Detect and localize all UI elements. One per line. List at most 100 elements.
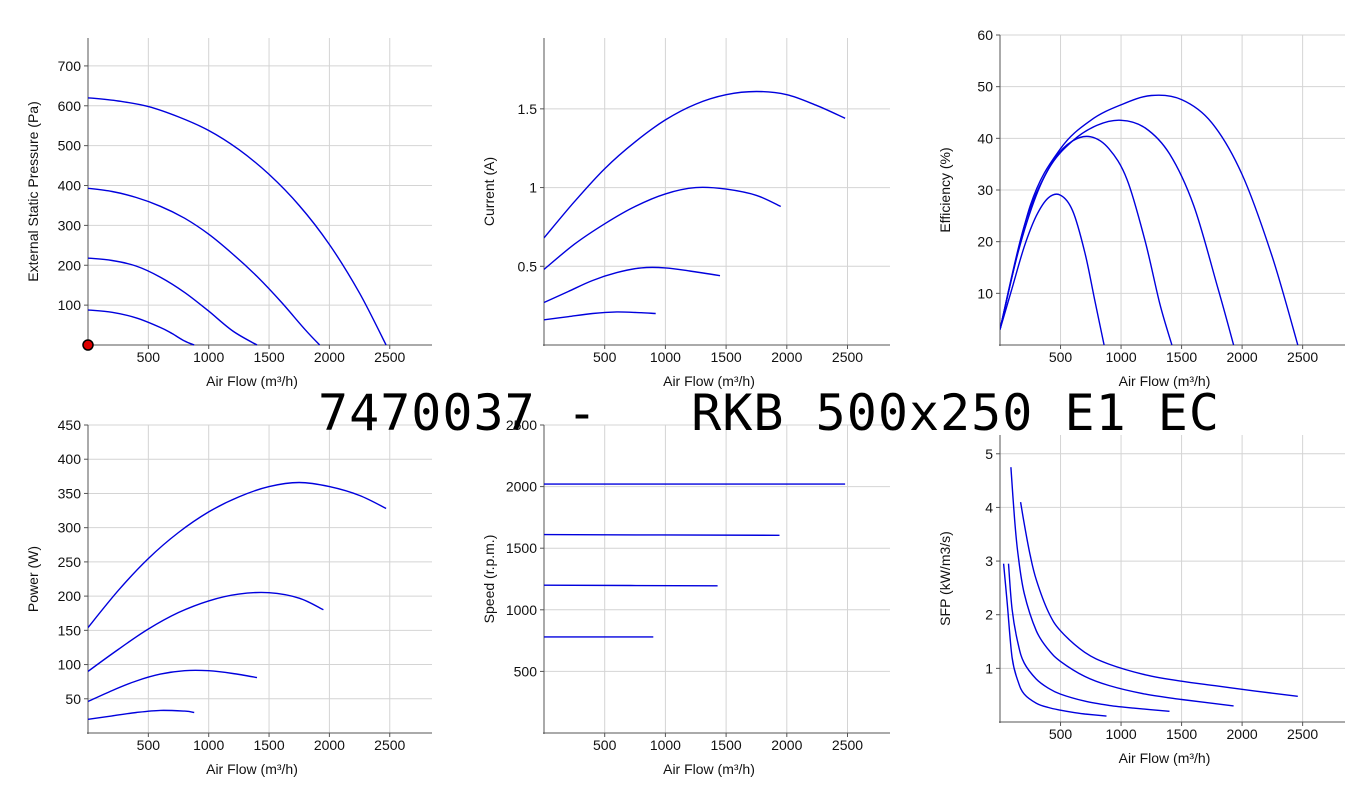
x-tick-label: 1000 — [193, 349, 224, 365]
chart-sfp: 500 1000 1500 2000 2500 1 2 3 4 5 Air Flow (m³/h) S… — [937, 435, 1345, 766]
y-axis-label: Power (W) — [25, 546, 41, 612]
y-tick-label: 150 — [58, 622, 82, 638]
x-tick-label: 1000 — [193, 737, 224, 753]
x-tick-label: 1500 — [253, 349, 284, 365]
series-line-1 — [88, 309, 195, 346]
series-line-3 — [88, 591, 324, 672]
x-tick-label: 500 — [593, 349, 617, 365]
y-axis-label: External Static Pressure (Pa) — [25, 101, 41, 282]
series-line-1 — [1002, 563, 1107, 717]
x-tick-label: 2000 — [1227, 726, 1258, 742]
x-tick-label: 1000 — [1105, 349, 1136, 365]
y-tick-label: 1000 — [506, 602, 537, 618]
x-tick-label: 2500 — [1287, 349, 1318, 365]
x-axis-label: Air Flow (m³/h) — [206, 373, 298, 389]
series-line-3 — [1010, 467, 1234, 707]
x-tick-label: 1500 — [253, 737, 284, 753]
y-tick-label: 50 — [977, 79, 993, 95]
x-tick-label: 500 — [137, 349, 161, 365]
product-title: 7470037 - RKB 500x250 E1 EC — [318, 384, 1220, 442]
y-axis-label: SFP (kW/m3/s) — [937, 531, 953, 626]
series-line-2 — [88, 257, 258, 346]
y-tick-label: 60 — [977, 27, 993, 43]
y-tick-label: 1 — [985, 660, 993, 676]
series-line-4 — [88, 97, 387, 346]
series-line-4 — [544, 90, 846, 239]
x-tick-label: 500 — [137, 737, 161, 753]
x-tick-label: 1500 — [711, 349, 742, 365]
y-tick-label: 100 — [58, 297, 82, 313]
y-axis-label: Speed (r.p.m.) — [481, 535, 497, 624]
y-tick-label: 300 — [58, 217, 82, 233]
y-tick-label: 40 — [977, 130, 993, 146]
x-tick-label: 2000 — [314, 737, 345, 753]
series-line-3 — [1000, 119, 1235, 346]
x-tick-label: 500 — [593, 737, 617, 753]
series-line-2 — [544, 266, 721, 304]
y-tick-label: 10 — [977, 285, 993, 301]
x-axis-label: Air Flow (m³/h) — [1119, 373, 1211, 389]
y-tick-label: 2 — [985, 607, 993, 623]
y-tick-label: 200 — [58, 257, 82, 273]
y-tick-label: 0.5 — [518, 258, 538, 274]
y-tick-label: 2500 — [506, 417, 537, 433]
y-tick-label: 1500 — [506, 540, 537, 556]
x-tick-label: 500 — [1049, 726, 1073, 742]
x-tick-label: 500 — [1049, 349, 1073, 365]
y-tick-label: 300 — [58, 520, 82, 536]
y-tick-label: 100 — [58, 657, 82, 673]
y-tick-label: 600 — [58, 98, 82, 114]
x-tick-label: 2500 — [832, 349, 863, 365]
x-tick-label: 1000 — [650, 349, 681, 365]
x-tick-label: 2000 — [1227, 349, 1258, 365]
chart-speed: 500 1000 1500 2000 2500 500 1000 1500 2000 2500 Ai… — [481, 417, 890, 777]
y-tick-label: 500 — [514, 663, 538, 679]
x-tick-label: 1000 — [1105, 726, 1136, 742]
x-axis-label: Air Flow (m³/h) — [663, 373, 755, 389]
series-line-1 — [88, 709, 195, 720]
series-line-3 — [544, 533, 780, 536]
y-tick-label: 1 — [529, 180, 537, 196]
y-tick-label: 200 — [58, 588, 82, 604]
series-line-2 — [1007, 563, 1170, 712]
chart-current: 500 1000 1500 2000 2500 0.5 1 1.5 Air Flow (m³/h… — [481, 38, 890, 389]
series-line-2 — [1000, 135, 1173, 346]
series-line-3 — [88, 187, 321, 346]
y-tick-label: 4 — [985, 499, 993, 515]
y-tick-label: 5 — [985, 446, 993, 462]
y-tick-label: 2000 — [506, 479, 537, 495]
x-tick-label: 2000 — [314, 349, 345, 365]
y-tick-label: 30 — [977, 182, 993, 198]
y-tick-label: 400 — [58, 451, 82, 467]
x-tick-label: 2000 — [771, 737, 802, 753]
operating-point-marker — [82, 339, 94, 351]
x-axis-label: Air Flow (m³/h) — [206, 761, 298, 777]
x-tick-label: 1500 — [1166, 349, 1197, 365]
series-line-4 — [1000, 94, 1299, 346]
x-axis-label: Air Flow (m³/h) — [1119, 750, 1211, 766]
y-tick-label: 700 — [58, 58, 82, 74]
chart-pressure: 500 1000 1500 2000 2500 100 200 300 400 500 600 700… — [25, 38, 432, 389]
y-axis-label: Current (A) — [481, 157, 497, 226]
x-tick-label: 1500 — [1166, 726, 1197, 742]
x-tick-label: 2500 — [1287, 726, 1318, 742]
series-line-1 — [544, 311, 656, 321]
series-line-4 — [88, 481, 387, 629]
y-tick-label: 20 — [977, 234, 993, 250]
x-tick-label: 1500 — [711, 737, 742, 753]
series-line-4 — [1019, 501, 1298, 697]
series-line-2 — [88, 669, 258, 703]
y-tick-label: 450 — [58, 417, 82, 433]
y-tick-label: 50 — [65, 691, 81, 707]
x-tick-label: 2500 — [374, 349, 405, 365]
series-line-2 — [544, 584, 718, 587]
y-tick-label: 1.5 — [518, 101, 538, 117]
chart-efficiency: 500 1000 1500 2000 2500 10 20 30 40 50 60 Air Flow … — [937, 27, 1345, 389]
y-tick-label: 400 — [58, 178, 82, 194]
x-tick-label: 2000 — [771, 349, 802, 365]
y-tick-label: 500 — [58, 138, 82, 154]
x-tick-label: 2500 — [832, 737, 863, 753]
x-tick-label: 2500 — [374, 737, 405, 753]
x-axis-label: Air Flow (m³/h) — [663, 761, 755, 777]
